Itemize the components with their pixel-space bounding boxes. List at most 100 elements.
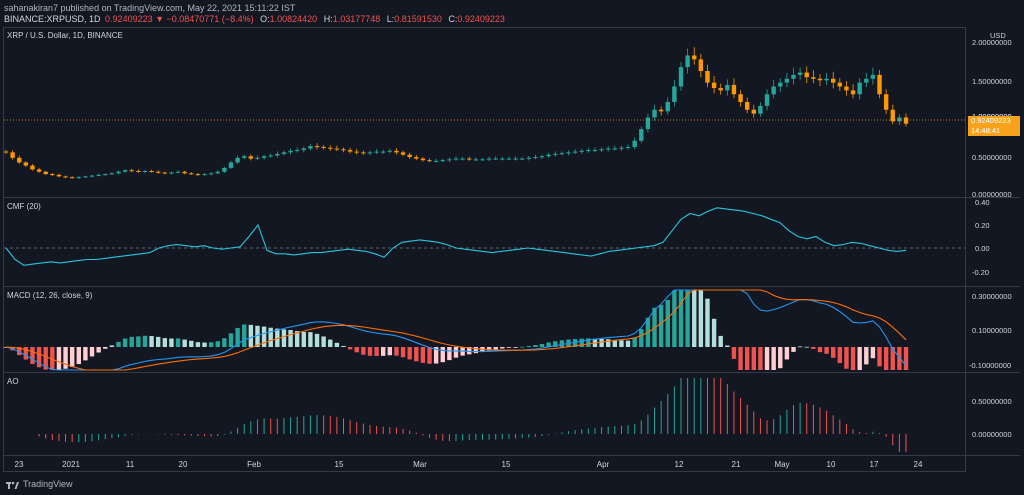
macd-histogram-bar <box>791 347 796 352</box>
candle-body <box>460 158 465 160</box>
candle-body <box>189 173 194 175</box>
price-axis-label: 1.50000000 <box>972 77 1012 86</box>
macd-histogram-bar <box>347 347 353 350</box>
macd-histogram-bar <box>883 347 889 370</box>
macd-histogram-bar <box>367 347 373 356</box>
candle-body <box>136 170 141 172</box>
x-axis-label: Feb <box>247 460 261 469</box>
ao-histogram <box>38 378 907 452</box>
macd-histogram-bar <box>705 298 710 347</box>
macd-histogram-bar <box>771 347 776 370</box>
candle-body <box>493 158 498 160</box>
candle-body <box>400 152 406 155</box>
candle-body <box>288 150 293 153</box>
candle-body <box>473 159 479 161</box>
candle-body <box>553 153 558 155</box>
macd-histogram-bar <box>467 347 472 355</box>
cmf-axis-label: 0.00 <box>975 244 990 253</box>
macd-histogram-bar <box>473 347 479 354</box>
price-axis-label: 2.00000000 <box>972 38 1012 47</box>
macd-histogram-bar <box>903 347 909 370</box>
candle-body <box>599 149 604 151</box>
price-candles <box>3 47 909 179</box>
candle-body <box>864 78 869 83</box>
candle-body <box>433 160 439 162</box>
macd-histogram-bar <box>837 347 843 364</box>
candle-body <box>347 150 353 152</box>
macd-histogram-bar <box>400 347 406 358</box>
macd-histogram-bar <box>725 345 730 347</box>
currency-label: USD <box>990 31 1006 40</box>
candle-body <box>467 158 472 160</box>
candle-body <box>559 153 565 155</box>
macd-histogram-bar <box>897 347 902 370</box>
macd-histogram-bar <box>665 299 670 347</box>
x-axis-label: 24 <box>913 460 923 469</box>
candle-body <box>169 172 174 174</box>
candle-body <box>831 78 836 83</box>
candle-body <box>738 94 743 102</box>
macd-histogram-bar <box>877 347 882 367</box>
candle-body <box>341 149 346 151</box>
x-axis-label: 15 <box>501 460 511 469</box>
candle-body <box>215 171 220 174</box>
candle-body <box>129 170 134 172</box>
candle-body <box>314 146 320 148</box>
candle-body <box>195 174 201 176</box>
footer-brand: TradingView <box>23 479 73 489</box>
candle-body <box>804 72 809 78</box>
macd-histogram-bar <box>586 338 591 347</box>
candle-body <box>625 146 631 148</box>
cmf-axis-label: 0.20 <box>975 221 990 230</box>
macd-histogram-bar <box>784 347 790 360</box>
candle-body <box>771 86 776 95</box>
candle-body <box>850 90 856 95</box>
candle-body <box>764 94 770 106</box>
macd-line <box>5 289 907 371</box>
candle-body <box>407 154 412 158</box>
macd-histogram-bar <box>255 325 260 347</box>
ohlc-high-key: H: <box>323 14 333 24</box>
macd-histogram-bar <box>804 346 809 348</box>
macd-histogram-bar <box>817 347 823 353</box>
candle-body <box>857 82 862 95</box>
macd-histogram-bar <box>387 347 393 356</box>
candle-body <box>36 169 42 172</box>
macd-histogram-bar <box>222 338 227 347</box>
candle-body <box>890 109 895 122</box>
candle-body <box>506 158 512 160</box>
candle-body <box>698 59 704 71</box>
macd-histogram-bar <box>731 347 737 359</box>
candle-body <box>639 129 644 141</box>
candle-body <box>480 159 485 161</box>
macd-histogram-bar <box>718 335 723 347</box>
ohlc-high-value: 1.03177748 <box>332 14 381 24</box>
macd-signal-line <box>5 289 907 371</box>
candle-body <box>592 150 598 152</box>
candle-body <box>63 176 68 178</box>
tradingview-footer[interactable]: TradingView <box>6 479 73 489</box>
candle-body <box>222 167 227 172</box>
x-axis-label: 10 <box>826 460 836 469</box>
candle-body <box>817 78 823 81</box>
candle-body <box>678 67 684 87</box>
macd-histogram-bar <box>553 341 558 347</box>
macd-histogram-bar <box>513 347 518 348</box>
candle-body <box>897 117 902 122</box>
macd-histogram-bar <box>658 304 664 347</box>
macd-histogram-bar <box>407 347 412 360</box>
ao-pane-title: AO <box>7 377 19 386</box>
macd-histogram-bar <box>738 347 743 370</box>
candle-body <box>645 117 651 130</box>
candle-body <box>149 170 154 172</box>
candle-body <box>43 171 48 175</box>
candle-body <box>308 146 313 149</box>
cmf-axis-label: -0.20 <box>972 268 990 277</box>
ohlc-open-key: O: <box>260 14 270 24</box>
macd-histogram-bar <box>301 331 306 347</box>
macd-axis-label: 0.10000000 <box>972 326 1012 335</box>
symbol-name[interactable]: BINANCE:XRPUSD, 1D <box>4 14 101 24</box>
candle-body <box>877 74 882 95</box>
price-axis-label: 0.00000000 <box>972 190 1012 199</box>
